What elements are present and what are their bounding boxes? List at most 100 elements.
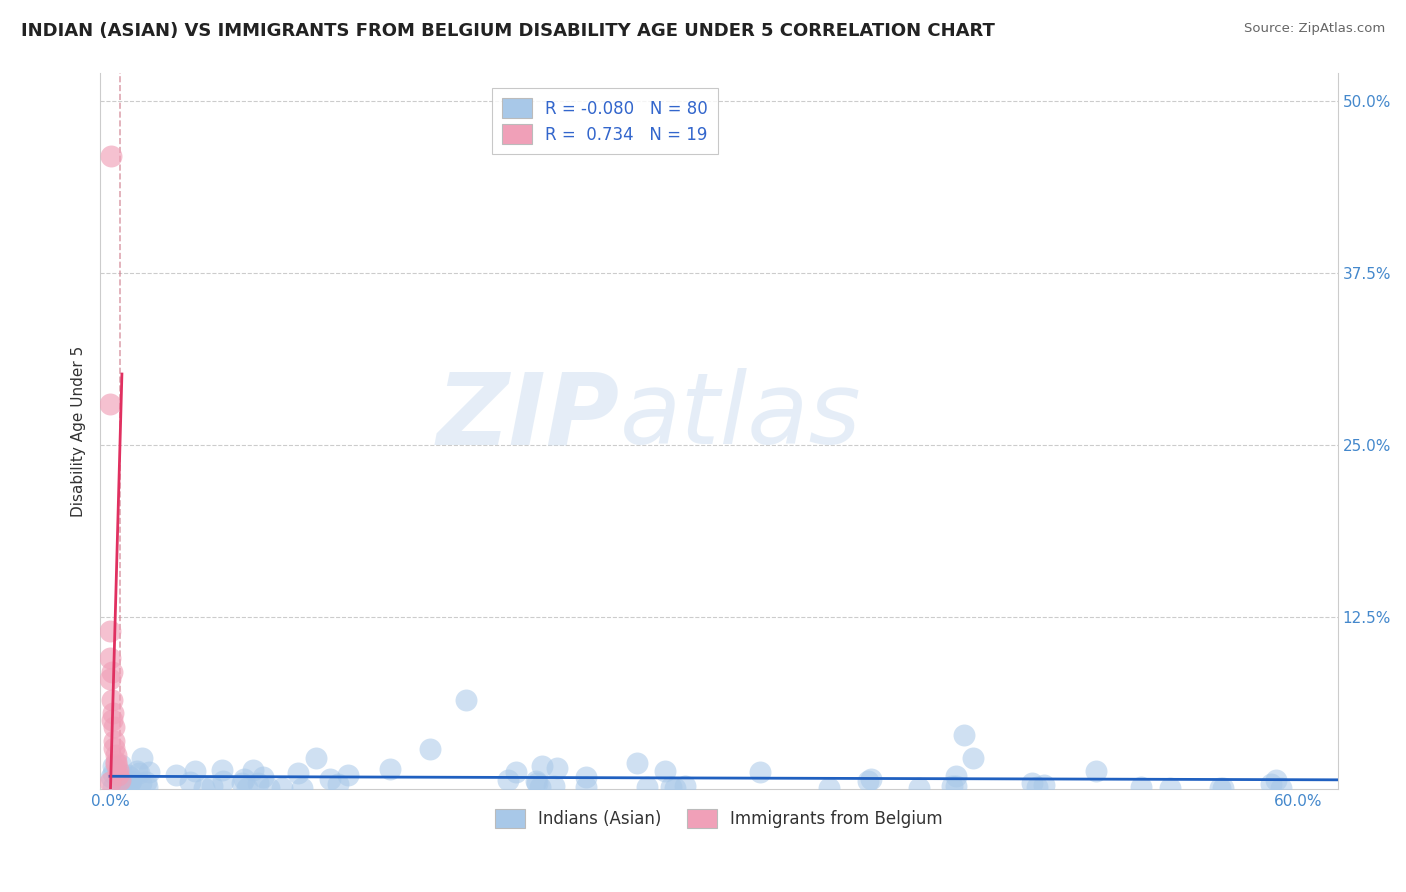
Point (117, 775, 139, 789)
Point (1130, 780, 1153, 795)
Point (318, 772, 340, 786)
Point (98, 775, 121, 789)
Point (231, 776, 253, 790)
Point (673, 779, 696, 793)
Point (120, 774, 142, 789)
Point (252, 770, 274, 784)
Point (104, 757, 127, 772)
Point (103, 740, 125, 755)
Point (575, 780, 598, 794)
Point (1085, 764, 1108, 778)
Point (101, 714, 124, 728)
Point (108, 772, 131, 787)
Point (101, 665, 124, 680)
Point (165, 768, 187, 782)
Point (179, 775, 201, 789)
Point (636, 780, 658, 794)
Point (287, 766, 309, 780)
Point (626, 756, 648, 770)
Point (138, 764, 160, 779)
Y-axis label: Disability Age Under 5: Disability Age Under 5 (72, 345, 86, 516)
Point (193, 780, 215, 795)
Text: atlas: atlas (620, 368, 862, 466)
Point (1159, 780, 1181, 795)
Point (575, 770, 598, 784)
Point (529, 780, 551, 794)
Point (117, 768, 139, 782)
Point (98, 396, 121, 410)
Point (114, 780, 136, 795)
Point (1265, 773, 1288, 788)
Point (101, 780, 124, 795)
Point (184, 764, 207, 778)
Point (664, 780, 686, 795)
Point (419, 741, 441, 756)
Point (654, 764, 676, 778)
Point (1260, 777, 1282, 791)
Point (456, 692, 478, 706)
Point (98, 672, 121, 686)
Point (98, 651, 121, 665)
Point (543, 780, 565, 794)
Point (211, 763, 233, 777)
Point (236, 780, 259, 795)
Point (107, 768, 129, 782)
Point (242, 764, 264, 778)
Point (131, 751, 153, 765)
Point (505, 765, 527, 780)
Point (908, 780, 931, 795)
Point (1212, 780, 1234, 795)
Point (1270, 780, 1292, 795)
Point (1025, 780, 1047, 795)
Point (110, 779, 132, 793)
Point (546, 761, 568, 775)
Point (98, 624, 121, 638)
Point (107, 764, 129, 779)
Point (962, 751, 984, 765)
Point (247, 776, 270, 790)
Point (125, 764, 148, 779)
Point (100, 148, 122, 162)
Point (749, 764, 772, 779)
Point (129, 776, 152, 790)
Point (945, 779, 967, 793)
Point (135, 775, 157, 789)
Point (101, 765, 124, 780)
Point (1032, 778, 1054, 792)
Point (524, 773, 547, 788)
Point (304, 751, 326, 765)
Point (104, 747, 127, 762)
Point (135, 780, 157, 795)
Point (952, 728, 974, 742)
Point (100, 770, 122, 784)
Point (856, 774, 879, 789)
Point (526, 776, 548, 790)
Point (1208, 780, 1230, 795)
Point (118, 770, 141, 784)
Point (212, 773, 235, 788)
Point (257, 780, 280, 795)
Point (110, 758, 132, 772)
Point (291, 780, 314, 795)
Legend: Indians (Asian), Immigrants from Belgium: Indians (Asian), Immigrants from Belgium (488, 802, 949, 835)
Point (103, 734, 125, 748)
Point (1021, 776, 1043, 790)
Point (337, 768, 360, 782)
Point (104, 755, 127, 769)
Text: INDIAN (ASIAN) VS IMMIGRANTS FROM BELGIUM DISABILITY AGE UNDER 5 CORRELATION CHA: INDIAN (ASIAN) VS IMMIGRANTS FROM BELGIU… (21, 22, 995, 40)
Point (326, 777, 349, 791)
Point (233, 772, 256, 786)
Point (101, 706, 124, 721)
Point (945, 769, 967, 783)
Point (378, 762, 401, 776)
Point (107, 763, 129, 777)
Point (659, 780, 682, 795)
Point (128, 765, 150, 780)
Point (818, 780, 841, 795)
Point (101, 692, 124, 706)
Point (101, 759, 124, 773)
Text: Source: ZipAtlas.com: Source: ZipAtlas.com (1244, 22, 1385, 36)
Point (530, 759, 553, 773)
Point (498, 772, 520, 787)
Point (103, 720, 125, 734)
